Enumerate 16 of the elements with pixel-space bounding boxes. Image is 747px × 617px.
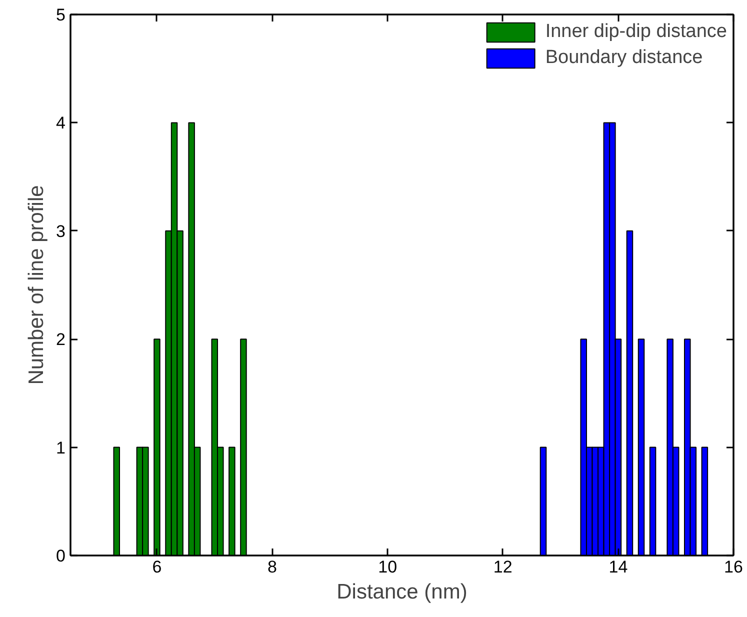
y-tick-label: 0 (56, 546, 66, 566)
x-tick-label: 14 (608, 558, 628, 576)
y-tick-label: 2 (56, 330, 66, 350)
x-tick-label: 16 (724, 558, 743, 576)
y-tick-label: 5 (56, 6, 66, 24)
y-tick-label: 4 (56, 114, 66, 133)
x-tick-label: 10 (378, 558, 398, 576)
legend-label: Inner dip-dip distance (545, 21, 727, 43)
y-axis-title: Number of line profile (25, 185, 48, 385)
x-tick-label: 6 (152, 558, 162, 576)
legend-label: Boundary distance (545, 47, 703, 69)
x-axis-title: Distance (nm) (336, 580, 468, 604)
x-tick-label: 12 (493, 558, 512, 576)
y-tick-label: 3 (56, 222, 66, 241)
x-tick-label: 8 (268, 558, 278, 576)
y-tick-label: 1 (56, 438, 66, 458)
